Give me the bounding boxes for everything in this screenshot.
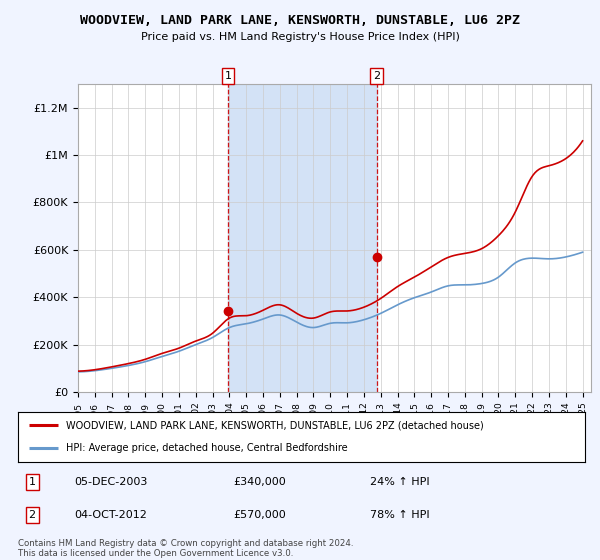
Text: WOODVIEW, LAND PARK LANE, KENSWORTH, DUNSTABLE, LU6 2PZ (detached house): WOODVIEW, LAND PARK LANE, KENSWORTH, DUN…: [66, 420, 484, 430]
Text: Price paid vs. HM Land Registry's House Price Index (HPI): Price paid vs. HM Land Registry's House …: [140, 32, 460, 43]
Text: 78% ↑ HPI: 78% ↑ HPI: [370, 510, 429, 520]
Text: Contains HM Land Registry data © Crown copyright and database right 2024.
This d: Contains HM Land Registry data © Crown c…: [18, 539, 353, 558]
Text: £570,000: £570,000: [233, 510, 286, 520]
Text: 24% ↑ HPI: 24% ↑ HPI: [370, 477, 429, 487]
Text: HPI: Average price, detached house, Central Bedfordshire: HPI: Average price, detached house, Cent…: [66, 444, 348, 454]
Text: 05-DEC-2003: 05-DEC-2003: [75, 477, 148, 487]
Text: £340,000: £340,000: [233, 477, 286, 487]
Text: 1: 1: [224, 71, 232, 81]
Text: 1: 1: [29, 477, 35, 487]
Text: 2: 2: [29, 510, 36, 520]
Text: 2: 2: [373, 71, 380, 81]
Bar: [228, 84, 377, 392]
Text: 04-OCT-2012: 04-OCT-2012: [75, 510, 148, 520]
Text: WOODVIEW, LAND PARK LANE, KENSWORTH, DUNSTABLE, LU6 2PZ: WOODVIEW, LAND PARK LANE, KENSWORTH, DUN…: [80, 14, 520, 27]
